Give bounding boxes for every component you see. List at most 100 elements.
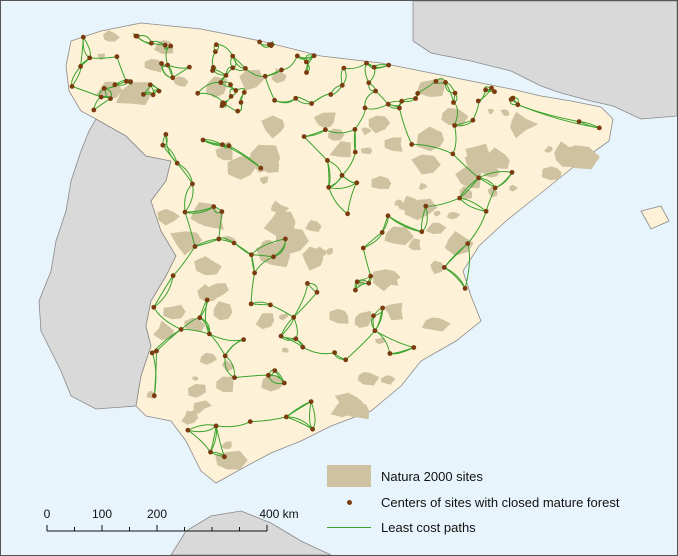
natura-site [172,76,189,87]
scale-label-0: 0 [43,507,51,521]
natura-site [192,376,199,381]
site-center [258,165,264,171]
natura-site [361,127,372,136]
natura-site [271,67,287,84]
least-cost-path [153,307,182,330]
site-center [160,142,166,148]
natura-site [510,111,539,139]
site-center [339,173,345,178]
site-center [150,92,156,98]
natura-site [313,112,336,129]
natura-site [368,115,391,134]
site-center [128,79,133,85]
site-center [441,265,447,270]
site-center [301,134,307,140]
site-center [241,337,247,342]
site-center [235,108,241,114]
site-center [231,240,237,246]
site-center [452,90,458,96]
legend-paths: Least cost paths [327,520,476,535]
natura-site [408,238,421,251]
site-center [354,180,360,186]
site-center [419,229,425,235]
scale-label-100: 100 [91,507,113,521]
least-cost-path [153,351,157,396]
island [640,205,670,230]
site-center [415,91,421,96]
natura-site [487,108,494,115]
natura-site [259,176,269,185]
least-cost-path [293,291,318,318]
site-center [228,94,234,99]
site-center [353,287,358,293]
site-center [200,137,206,143]
natura-site [193,400,212,415]
site-center [195,90,201,96]
site-center [332,350,337,355]
natura-site [444,231,474,256]
site-center [243,66,248,71]
site-center [576,119,582,124]
site-center [272,97,277,103]
africa-land [170,510,332,555]
natura-site [381,375,396,384]
natura-swatch [327,465,371,487]
legend-centers: Centers of sites with closed mature fore… [327,495,619,510]
natura-site [271,200,290,214]
least-cost-path [302,346,335,355]
least-cost-path [328,187,348,215]
site-center [197,315,203,321]
site-center [483,208,489,214]
least-cost-path [184,183,194,213]
natura-site [509,184,518,192]
site-center [249,252,254,258]
site-center [230,53,236,59]
site-center [475,98,481,104]
legend-centers-label: Centers of sites with closed mature fore… [381,495,620,510]
natura-site [278,313,289,321]
natura-site [213,301,233,321]
natura-site [401,195,421,213]
site-center [462,286,468,291]
natura-site [326,247,333,256]
site-center [213,423,219,429]
site-center [339,82,345,88]
site-center [509,170,515,175]
natura-site [216,376,234,392]
site-centers [69,33,602,460]
natura-site [384,137,403,152]
site-center [204,297,210,303]
scale-bar: 0 100 200 400 km [39,507,299,547]
site-center [443,80,448,85]
natura-site [170,231,203,256]
site-center [278,333,284,339]
site-center [352,126,358,132]
natura-site [239,69,264,91]
site-center [399,98,405,104]
site-center [323,127,328,133]
site-center [151,304,157,310]
site-center [304,59,309,65]
site-center [241,90,247,95]
site-center [293,336,299,342]
site-center [386,62,392,68]
site-center [305,281,310,286]
natura-site [329,141,351,158]
natura-site [281,347,289,353]
site-center [411,345,417,350]
site-center [233,88,239,93]
site-center [114,54,120,60]
least-cost-path [517,104,580,123]
site-center [489,85,494,91]
site-center [112,82,118,88]
legend-paths-label: Least cost paths [381,520,476,535]
site-center [80,34,86,40]
site-center [372,328,378,334]
france-land [412,1,677,120]
natura-site [263,210,296,237]
natura-site [187,384,206,398]
site-center [247,419,253,424]
site-center [343,357,349,363]
site-center [368,273,374,279]
